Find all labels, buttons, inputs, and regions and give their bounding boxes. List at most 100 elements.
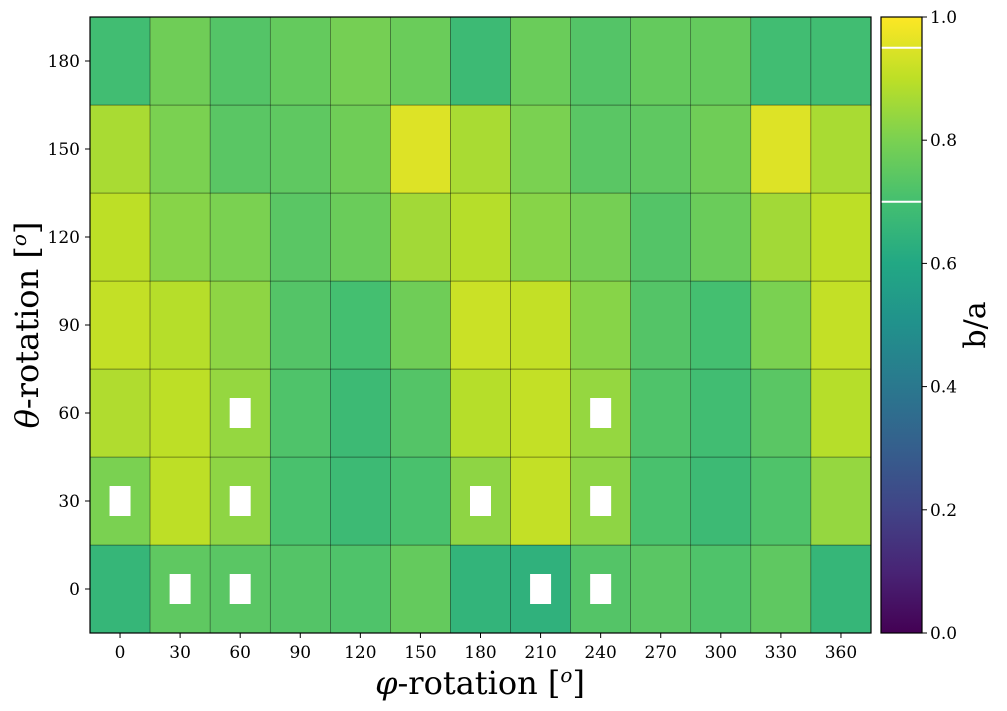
- heatmap-cell: [149, 104, 211, 194]
- heatmap-cell: [510, 368, 571, 458]
- y-tick-label: 150: [48, 140, 80, 160]
- heatmap-cell: [269, 192, 331, 282]
- x-tick-label: 270: [645, 643, 677, 663]
- x-tick-label: 150: [404, 643, 436, 663]
- colorbar-tick-label: 1.0: [930, 8, 957, 28]
- colorbar: [881, 17, 922, 633]
- heatmap-cell: [450, 192, 511, 282]
- heatmap-cell: [390, 280, 451, 370]
- heatmap-cell: [269, 16, 331, 106]
- heatmap-cell: [750, 456, 812, 546]
- heatmap-cell: [330, 192, 391, 282]
- heatmap-cell: [149, 192, 211, 282]
- heatmap-cell: [630, 104, 692, 194]
- heatmap-cell: [330, 104, 391, 194]
- heatmap-cell: [810, 104, 872, 194]
- heatmap-cell: [630, 368, 692, 458]
- heatmap-cell: [570, 16, 631, 106]
- heatmap-cell: [630, 192, 692, 282]
- x-tick-label: 180: [464, 643, 496, 663]
- heatmap-cell: [810, 192, 872, 282]
- heatmap-cell: [750, 280, 812, 370]
- heatmap-cell: [810, 456, 872, 546]
- heatmap-cell: [690, 104, 752, 194]
- missing-marker: [590, 574, 612, 604]
- x-tick-label: 120: [344, 643, 376, 663]
- heatmap-cell: [330, 456, 391, 546]
- colorbar-frame: [880, 16, 923, 634]
- y-tick-label: 90: [58, 316, 80, 336]
- colorbar-reference-lines: [881, 46, 922, 203]
- heatmap-cell: [209, 280, 271, 370]
- colorbar-tick-label: 0.2: [930, 501, 957, 521]
- heatmap-cell: [89, 544, 151, 634]
- heatmap-cell: [690, 368, 752, 458]
- heatmap-cell: [330, 16, 391, 106]
- y-axis-label: θ-rotation [o]: [7, 222, 46, 429]
- y-tick-label: 30: [58, 492, 80, 512]
- heatmap-cell: [149, 16, 211, 106]
- x-tick-label: 330: [765, 643, 797, 663]
- heatmap-cell: [690, 280, 752, 370]
- x-axis-ticks: 0 30 60 90 120 150 180 210 240 270 300 330 360: [115, 633, 857, 663]
- heatmap-cell: [209, 104, 271, 194]
- heatmap-cell: [810, 280, 872, 370]
- heatmap-cell: [750, 544, 812, 634]
- heatmap-cell: [690, 16, 752, 106]
- heatmap-cell: [630, 280, 692, 370]
- heatmap-cell: [690, 456, 752, 546]
- heatmap-cell: [510, 456, 571, 546]
- missing-marker: [530, 574, 552, 604]
- heatmap-cell: [570, 192, 631, 282]
- heatmap-cell: [690, 544, 752, 634]
- heatmap-cell: [630, 544, 692, 634]
- heatmap-cell: [390, 368, 451, 458]
- heatmap-cell: [330, 280, 391, 370]
- heatmap-cell: [750, 104, 812, 194]
- heatmap-cell: [390, 104, 451, 194]
- x-tick-label: 60: [229, 643, 251, 663]
- x-tick-label: 0: [115, 643, 126, 663]
- heatmap-cell: [630, 16, 692, 106]
- heatmap-cell: [269, 368, 331, 458]
- heatmap-cell: [390, 16, 451, 106]
- missing-marker: [229, 486, 251, 516]
- heatmap-cell: [450, 16, 511, 106]
- heatmap-cell: [89, 16, 151, 106]
- heatmap-cell: [209, 16, 271, 106]
- y-tick-label: 180: [48, 52, 80, 72]
- heatmap-cell: [89, 280, 151, 370]
- heatmap-cell: [149, 280, 211, 370]
- heatmap-cell: [149, 456, 211, 546]
- heatmap-cell: [750, 192, 812, 282]
- colorbar-ticks: 0.0 0.2 0.4 0.6 0.8 1.0: [922, 8, 957, 644]
- missing-marker: [109, 486, 131, 516]
- x-tick-label: 90: [289, 643, 311, 663]
- heatmap-cell: [750, 16, 812, 106]
- colorbar-tick-label: 0.4: [930, 378, 957, 398]
- y-axis-ticks: 0 30 60 90 120 150 180: [48, 52, 90, 600]
- missing-value-markers: [109, 398, 612, 604]
- heatmap-cell: [330, 368, 391, 458]
- heatmap-cell: [810, 368, 872, 458]
- heatmap-cell: [89, 368, 151, 458]
- missing-marker: [229, 398, 251, 428]
- missing-marker: [169, 574, 191, 604]
- x-tick-label: 240: [584, 643, 616, 663]
- missing-marker: [590, 398, 612, 428]
- heatmap-cell: [89, 104, 151, 194]
- x-tick-label: 360: [825, 643, 857, 663]
- heatmap-cell: [510, 104, 571, 194]
- colorbar-tick-label: 0.6: [930, 254, 957, 274]
- x-tick-label: 30: [169, 643, 191, 663]
- heatmap-cell: [269, 104, 331, 194]
- colorbar-tick-label: 0.0: [930, 624, 957, 644]
- heatmap-cell: [690, 192, 752, 282]
- heatmap-cell: [390, 192, 451, 282]
- heatmap-cell: [269, 280, 331, 370]
- heatmap-cell: [570, 104, 631, 194]
- heatmap-cell: [390, 456, 451, 546]
- missing-marker: [229, 574, 251, 604]
- heatmap-cell: [510, 280, 571, 370]
- x-tick-label: 210: [524, 643, 556, 663]
